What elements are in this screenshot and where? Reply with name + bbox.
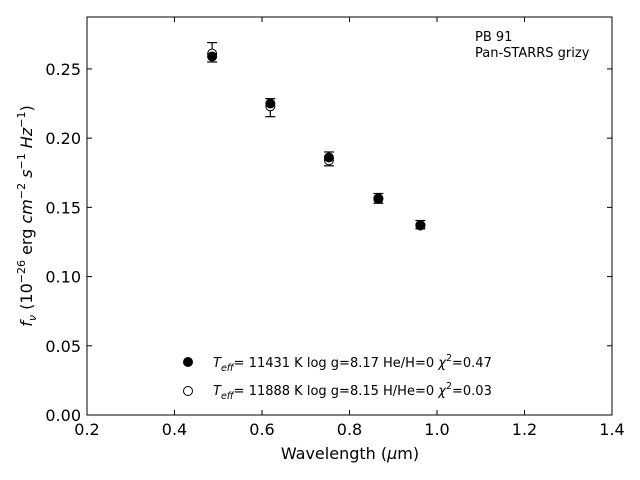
legend-entry-open: Teff= 11888 K log g=8.15 H/He=0 χ2=0.03 (213, 381, 492, 402)
legend-marker-open (183, 386, 193, 396)
data-point-filled (373, 194, 384, 205)
x-tick-label: 0.2 (74, 420, 99, 439)
y-tick-label: 0.15 (45, 198, 81, 217)
data-point-filled (265, 98, 276, 109)
annotation-line-2: Pan-STARRS grizy (475, 46, 590, 61)
x-tick-label: 0.8 (337, 420, 362, 439)
data-point-filled (323, 152, 334, 163)
annotation: PB 91 Pan-STARRS grizy (475, 30, 590, 61)
x-tick-label: 1.0 (424, 420, 449, 439)
y-tick-label: 0.00 (45, 406, 81, 425)
data-marks (207, 42, 426, 231)
y-axis-label: fν (10−26 erg cm−2 s−1 Hz−1) (15, 105, 39, 326)
annotation-line-1: PB 91 (475, 30, 512, 45)
y-tick-label: 0.10 (45, 268, 81, 287)
y-tick-label: 0.05 (45, 337, 81, 356)
x-tick-label: 1.2 (512, 420, 537, 439)
legend-entry-filled: Teff= 11431 K log g=8.17 He/H=0 χ2=0.47 (213, 353, 492, 374)
axes: 0.2 0.4 0.6 0.8 1.0 1.2 1.4 0.00 0.05 0.10 0.15 0.2… (45, 16, 625, 439)
y-tick-label: 0.25 (45, 60, 81, 79)
legend: Teff= 11431 K log g=8.17 He/H=0 χ2=0.47 … (183, 353, 492, 402)
x-tick-label: 0.4 (162, 420, 187, 439)
x-axis-label: Wavelength (μm) (281, 444, 419, 463)
legend-marker-filled (183, 357, 193, 367)
data-point-filled (415, 220, 426, 231)
y-tick-label: 0.20 (45, 129, 81, 148)
x-tick-label: 0.6 (249, 420, 274, 439)
x-tick-label: 1.4 (599, 420, 624, 439)
data-point-filled (207, 51, 218, 62)
